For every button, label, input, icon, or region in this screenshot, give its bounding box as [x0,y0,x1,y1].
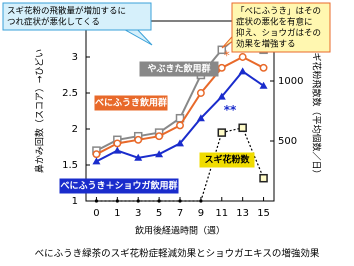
x-tick-label: 5 [156,208,162,219]
point [113,146,122,154]
series-label-box [139,61,219,77]
point [113,139,122,148]
y2-tick-label: 500 [278,136,297,147]
y2-axis-label: スギ花粉飛散数（平均個数／日） [311,43,323,178]
callout-text: スギ花粉の飛散量が増加するに [7,6,126,17]
x-tick-label: 3 [135,208,141,219]
point [217,128,227,137]
annotation: * [224,48,230,62]
series-label: スギ花粉数 [204,154,250,166]
point [259,63,268,72]
point [196,89,205,97]
point [176,121,184,130]
x-tick-label: 1 [114,208,120,219]
point [178,199,182,203]
series-label: べにふうき＋ショウガ飲用群 [60,180,177,192]
point [94,199,99,203]
y-axis-label: 鼻かみ回数（スコア）→ひどい [34,49,46,173]
callout-box [231,2,331,53]
callout-text: 症状の悪化を有意に [236,17,313,28]
point [217,92,226,100]
y-tick-label: 2.5 [62,88,78,99]
y-tick-label: 1 [72,196,78,207]
point [155,132,164,141]
x-tick-label: 11 [215,208,228,219]
point [259,173,268,183]
callout-text: 抑え、ショウガはその [236,28,321,39]
point [136,199,140,203]
point [259,81,268,89]
callout-text: つれ症状が悪化してくる [7,17,100,28]
x-tick-label: 0 [93,208,99,219]
point [92,150,101,159]
callout-text: 効果を増強する [236,39,296,50]
callout-box [2,2,152,31]
y-tick-label: 1.5 [62,160,78,171]
series-label-box [94,95,168,111]
x-tick-label: 9 [198,208,204,219]
annotation: ** [224,103,237,117]
point [217,45,227,55]
point [92,157,101,165]
point [217,63,226,72]
x-tick-label: 7 [177,208,183,219]
y2-tick-label: 1000 [278,76,303,87]
point [155,150,164,158]
point [115,199,119,203]
point [157,199,161,203]
series-label: やぶきた飲用群 [147,63,210,75]
x-axis-label: 飲用後経過時間（週） [135,225,225,237]
y-tick-label: 3 [72,52,78,63]
point [134,153,143,161]
y-tick-label: 2 [72,124,78,135]
series-label-box [199,152,255,168]
point [134,135,143,144]
x-tick-label: 15 [257,208,270,219]
chart-title: べにふうき緑茶のスギ花粉症軽減効果とショウガエキスの増強効果 [35,248,320,260]
series-label: べにふうき飲用群 [95,97,167,109]
point [176,139,184,147]
point [196,114,205,122]
point [199,199,203,203]
series-label-box [59,178,179,194]
point [238,67,247,75]
point [238,123,247,133]
x-tick-label: 13 [236,208,249,219]
callout-text: 「べにふうき」はその [236,7,321,17]
point [238,53,247,61]
